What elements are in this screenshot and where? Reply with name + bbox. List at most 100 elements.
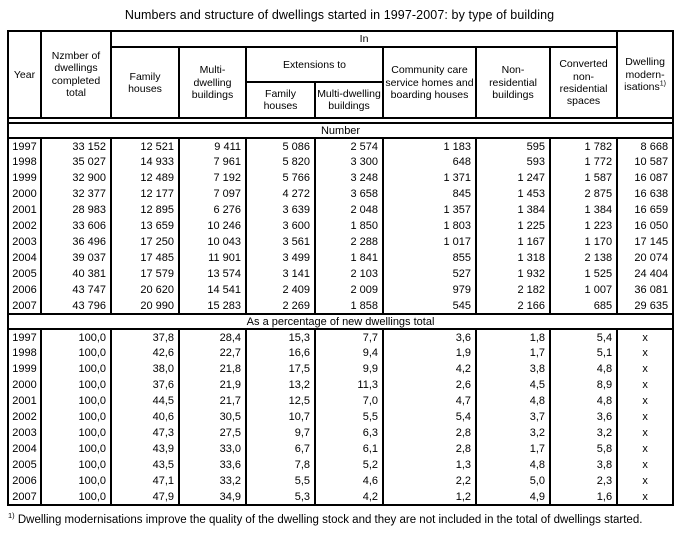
value-cell: x bbox=[616, 393, 675, 410]
footnote-marker-superscript: 1) bbox=[659, 80, 666, 88]
col-header-year: Year bbox=[7, 29, 42, 120]
table-row: 2005 100,0 43,5 33,6 7,8 5,2 1,3 4,8 3,8 x bbox=[7, 457, 675, 474]
value-cell: 27,5 bbox=[178, 425, 247, 442]
value-cell: 6,1 bbox=[314, 441, 384, 458]
table-row: 1998 100,0 42,6 22,7 16,6 9,4 1,9 1,7 5,1 x bbox=[7, 345, 675, 362]
value-cell: 32 900 bbox=[40, 170, 112, 187]
value-cell: 4,8 bbox=[475, 393, 551, 410]
year-cell: 2006 bbox=[7, 282, 42, 299]
value-cell: 3 561 bbox=[245, 234, 316, 251]
value-cell: 35 027 bbox=[40, 154, 112, 171]
table-row: 2006 43 747 20 620 14 541 2 409 2 009 979 2 182… bbox=[7, 282, 675, 299]
value-cell: 9,9 bbox=[314, 361, 384, 378]
value-cell: 1 371 bbox=[382, 170, 477, 187]
value-cell: 100,0 bbox=[40, 409, 112, 426]
value-cell: 855 bbox=[382, 250, 477, 267]
value-cell: 1,8 bbox=[475, 329, 551, 346]
value-cell: 3 600 bbox=[245, 218, 316, 235]
value-cell: 1 772 bbox=[548, 154, 619, 171]
page: Numbers and structure of dwellings start… bbox=[6, 8, 675, 527]
value-cell: 3,2 bbox=[475, 425, 551, 442]
value-cell: 979 bbox=[382, 282, 477, 299]
table-body: Number 1997 33 152 12 521 9 411 5 086 2 574 1 1… bbox=[6, 118, 675, 506]
value-cell: 21,8 bbox=[178, 361, 247, 378]
value-cell: 2,6 bbox=[382, 377, 477, 394]
value-cell: 1 167 bbox=[475, 234, 551, 251]
value-cell: 7,8 bbox=[245, 457, 316, 474]
value-cell: 16 087 bbox=[616, 170, 675, 187]
value-cell: 1,6 bbox=[548, 489, 619, 506]
value-cell: 1,7 bbox=[475, 441, 551, 458]
value-cell: 2 409 bbox=[245, 282, 316, 299]
value-cell: x bbox=[616, 361, 675, 378]
value-cell: 10 587 bbox=[616, 154, 675, 171]
value-cell: 2 138 bbox=[548, 250, 619, 267]
table-row: 2006 100,0 47,1 33,2 5,5 4,6 2,2 5,0 2,3 x bbox=[7, 473, 675, 490]
col-header-ext-multi-dwelling: Multi-dwelling buildings bbox=[314, 81, 384, 120]
value-cell: 5,5 bbox=[314, 409, 384, 426]
value-cell: 100,0 bbox=[40, 441, 112, 458]
value-cell: 100,0 bbox=[40, 377, 112, 394]
value-cell: 3 248 bbox=[314, 170, 384, 187]
value-cell: 1 183 bbox=[382, 138, 477, 155]
value-cell: 33,6 bbox=[178, 457, 247, 474]
value-cell: 100,0 bbox=[40, 473, 112, 490]
value-cell: 1 803 bbox=[382, 218, 477, 235]
value-cell: 5,1 bbox=[548, 345, 619, 362]
value-cell: 3 499 bbox=[245, 250, 316, 267]
value-cell: 7 192 bbox=[178, 170, 247, 187]
col-header-dwelling-modernisations: Dwelling modern-isations1) bbox=[616, 29, 675, 120]
table-row: 2001 28 983 12 895 6 276 3 639 2 048 1 357 1 38… bbox=[7, 202, 675, 219]
year-cell: 2007 bbox=[7, 489, 42, 506]
value-cell: 13 659 bbox=[110, 218, 180, 235]
value-cell: 1 841 bbox=[314, 250, 384, 267]
table-row: 2000 100,0 37,6 21,9 13,2 11,3 2,6 4,5 8,9 x bbox=[7, 377, 675, 394]
value-cell: 47,3 bbox=[110, 425, 180, 442]
value-cell: 1 525 bbox=[548, 266, 619, 283]
value-cell: 100,0 bbox=[40, 457, 112, 474]
value-cell: 4,8 bbox=[548, 361, 619, 378]
year-cell: 2000 bbox=[7, 377, 42, 394]
value-cell: 685 bbox=[548, 298, 619, 315]
value-cell: x bbox=[616, 345, 675, 362]
value-cell: 33 606 bbox=[40, 218, 112, 235]
value-cell: 15 283 bbox=[178, 298, 247, 315]
table-row: 1999 100,0 38,0 21,8 17,5 9,9 4,2 3,8 4,8 x bbox=[7, 361, 675, 378]
value-cell: 845 bbox=[382, 186, 477, 203]
value-cell: 5 820 bbox=[245, 154, 316, 171]
section-band-row: Number bbox=[8, 122, 674, 140]
col-header-community-care: Community care service homes and boardin… bbox=[382, 46, 477, 120]
col-header-multi-dwelling: Multi-dwelling buildings bbox=[178, 46, 247, 120]
year-cell: 2000 bbox=[7, 186, 42, 203]
section-band-row: As a percentage of new dwellings total bbox=[8, 313, 674, 331]
value-cell: 3,7 bbox=[475, 409, 551, 426]
value-cell: 9 411 bbox=[178, 138, 247, 155]
value-cell: 4,6 bbox=[314, 473, 384, 490]
value-cell: 14 541 bbox=[178, 282, 247, 299]
value-cell: 5,3 bbox=[245, 489, 316, 506]
value-cell: 1 017 bbox=[382, 234, 477, 251]
table-row: 1997 100,0 37,8 28,4 15,3 7,7 3,6 1,8 5,4 x bbox=[7, 329, 675, 346]
year-cell: 2002 bbox=[7, 409, 42, 426]
value-cell: 4,8 bbox=[475, 457, 551, 474]
value-cell: 2 166 bbox=[475, 298, 551, 315]
value-cell: 1 858 bbox=[314, 298, 384, 315]
value-cell: 6 276 bbox=[178, 202, 247, 219]
value-cell: 14 933 bbox=[110, 154, 180, 171]
footnote-text: Dwelling modernisations improve the qual… bbox=[17, 514, 643, 527]
value-cell: 1 384 bbox=[548, 202, 619, 219]
value-cell: 100,0 bbox=[40, 489, 112, 506]
value-cell: 20 620 bbox=[110, 282, 180, 299]
value-cell: 2,8 bbox=[382, 441, 477, 458]
year-cell: 2004 bbox=[7, 250, 42, 267]
value-cell: 37,6 bbox=[110, 377, 180, 394]
value-cell: 9,4 bbox=[314, 345, 384, 362]
dwelling-modernisations-label: Dwelling modern-isations bbox=[624, 56, 665, 93]
value-cell: x bbox=[616, 329, 675, 346]
value-cell: 20 074 bbox=[616, 250, 675, 267]
value-cell: 13,2 bbox=[245, 377, 316, 394]
value-cell: x bbox=[616, 473, 675, 490]
value-cell: 11,3 bbox=[314, 377, 384, 394]
table-row: 2002 100,0 40,6 30,5 10,7 5,5 5,4 3,7 3,6 x bbox=[7, 409, 675, 426]
col-header-converted: Converted non-residential spaces bbox=[548, 46, 619, 120]
